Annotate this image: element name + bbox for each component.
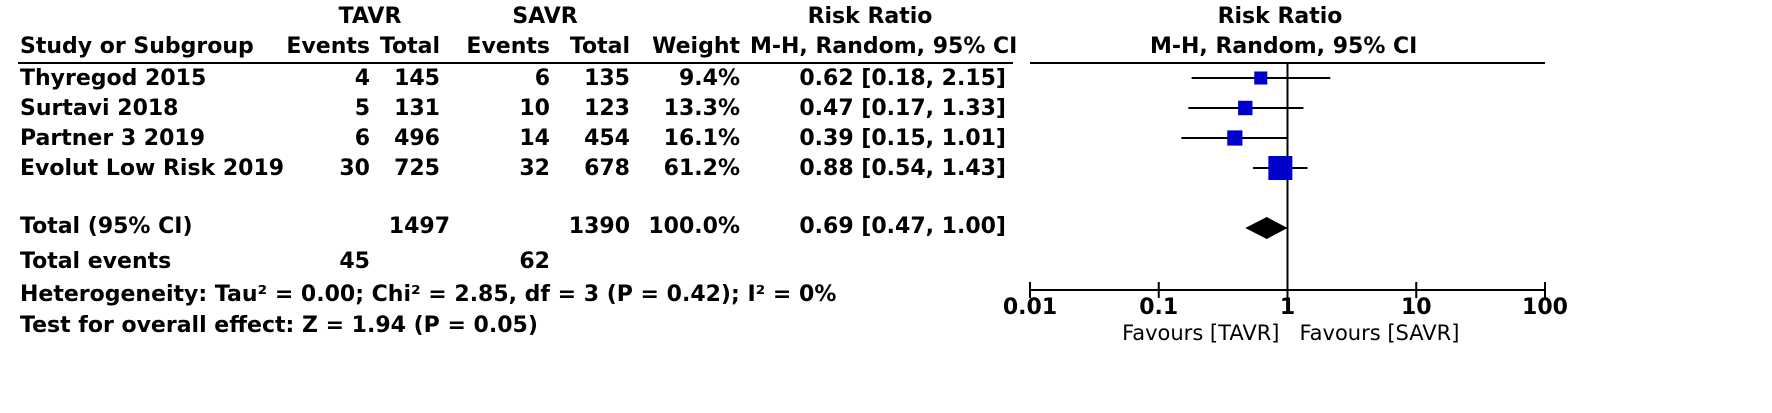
ci-value: 0.62 [0.18, 2.15] [799,66,1006,91]
heterogeneity-text: Heterogeneity: Tau² = 0.00; Chi² = 2.85,… [20,282,837,307]
study-name: Partner 3 2019 [20,126,206,151]
events2-value: 6 [534,66,550,91]
weight-value: 16.1% [663,126,740,151]
group1-header: TAVR [338,4,402,29]
total-label: Total (95% CI) [20,214,193,239]
x-tick-label: 0.1 [1139,295,1178,320]
study-column-header: Study or Subgroup [20,34,254,59]
total2-value: 123 [584,96,630,121]
study-name: Surtavi 2018 [20,96,179,121]
total-events1: 45 [339,249,370,274]
x-tick-label: 10 [1401,295,1432,320]
events1-value: 30 [339,156,370,181]
total1-value: 145 [394,66,440,91]
total-ci: 0.69 [0.47, 1.00] [799,214,1006,239]
study-marker [1227,130,1243,146]
group2-header: SAVR [512,4,578,29]
favours-left-label: Favours [TAVR] [1122,321,1279,345]
events1-header: Events [286,34,370,59]
total2-value: 454 [584,126,630,151]
events1-value: 6 [354,126,370,151]
total1-header: Total [379,34,440,59]
x-tick-label: 0.01 [1003,295,1057,320]
x-tick-label: 1 [1280,295,1295,320]
plot-header-rule [1030,62,1545,64]
total-weight: 100.0% [648,214,740,239]
weight-value: 13.3% [663,96,740,121]
weight-header: Weight [652,34,740,59]
total1-value: 725 [394,156,440,181]
ci-value: 0.88 [0.54, 1.43] [799,156,1006,181]
x-tick-label: 100 [1522,295,1568,320]
summary-diamond [1245,217,1288,239]
total2-header: Total [569,34,630,59]
total-events-label: Total events [20,249,172,274]
total2-sum: 1390 [568,214,630,239]
total-events2: 62 [519,249,550,274]
study-name: Thyregod 2015 [20,66,207,91]
total2-value: 135 [584,66,630,91]
total1-sum: 1497 [388,214,450,239]
study-name: Evolut Low Risk 2019 [20,156,285,181]
events1-value: 5 [354,96,370,121]
rr-table-header: Risk Ratio [807,4,933,29]
total1-value: 131 [394,96,440,121]
ci-value: 0.39 [0.15, 1.01] [799,126,1006,151]
table-header-rule [18,62,1013,64]
events2-header: Events [466,34,550,59]
study-marker [1268,156,1293,180]
events1-value: 4 [354,66,370,91]
weight-value: 61.2% [663,156,740,181]
favours-right-label: Favours [SAVR] [1300,321,1460,345]
total1-value: 496 [394,126,440,151]
method-plot-header: M-H, Random, 95% CI [1150,34,1418,59]
events2-value: 14 [519,126,550,151]
total2-value: 678 [584,156,630,181]
overall-effect-text: Test for overall effect: Z = 1.94 (P = 0… [20,313,538,338]
method-table-header: M-H, Random, 95% CI [750,34,1018,59]
study-marker [1238,100,1253,116]
events2-value: 32 [519,156,550,181]
rr-plot-header: Risk Ratio [1217,4,1343,29]
ci-value: 0.47 [0.17, 1.33] [799,96,1006,121]
study-marker [1254,71,1268,85]
events2-value: 10 [519,96,550,121]
weight-value: 9.4% [678,66,740,91]
